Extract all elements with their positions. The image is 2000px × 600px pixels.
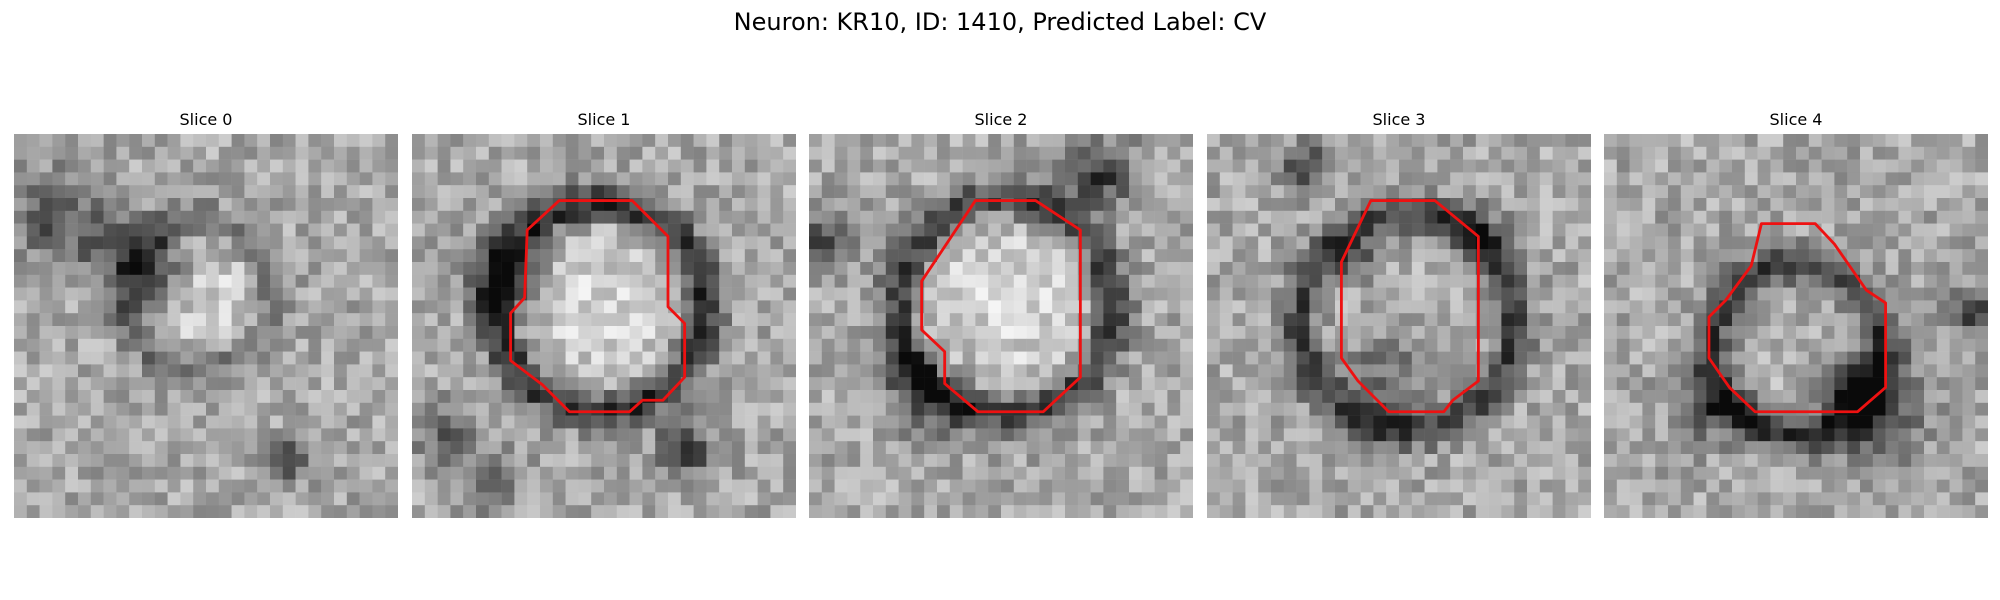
slice-2-title: Slice 2 (974, 110, 1028, 129)
slice-panel-4: Slice 4 (1604, 108, 1988, 518)
slice-1-title: Slice 1 (577, 110, 631, 129)
pixel-grid (1604, 134, 1988, 518)
slice-1-image (412, 134, 796, 518)
slice-0-image (14, 134, 398, 518)
slice-0-title: Slice 0 (179, 110, 233, 129)
slice-3-title: Slice 3 (1372, 110, 1426, 129)
slice-1-contour (509, 199, 687, 414)
pixel-grid (1207, 134, 1591, 518)
pixel-grid (809, 134, 1193, 518)
pixel-grid (14, 134, 398, 518)
slice-panel-3: Slice 3 (1207, 108, 1591, 518)
figure-title: Neuron: KR10, ID: 1410, Predicted Label:… (733, 8, 1267, 36)
slice-3-contour (1339, 199, 1480, 414)
pixel-grid (412, 134, 796, 518)
slice-4-title: Slice 4 (1769, 110, 1823, 129)
slice-panel-1: Slice 1 (412, 108, 796, 518)
slice-4-image (1604, 134, 1988, 518)
slice-4-contour (1707, 222, 1888, 414)
slice-2-contour (920, 199, 1082, 414)
slice-panel-0: Slice 0 (14, 108, 398, 518)
slice-3-image (1207, 134, 1591, 518)
slice-2-image (809, 134, 1193, 518)
slice-panel-2: Slice 2 (809, 108, 1193, 518)
